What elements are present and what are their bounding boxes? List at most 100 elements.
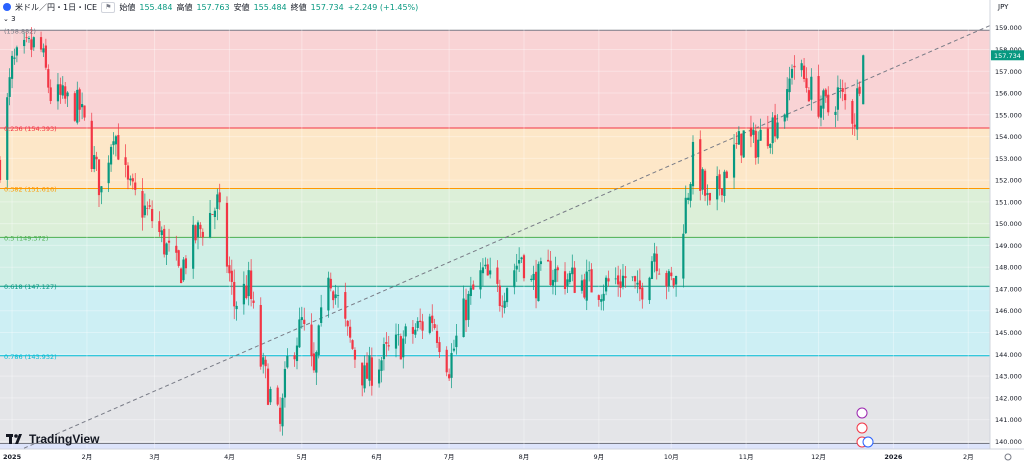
candle-body bbox=[165, 243, 168, 255]
candle-body bbox=[177, 250, 180, 266]
candle-body bbox=[834, 111, 837, 115]
candle-body bbox=[539, 261, 542, 265]
candle-body bbox=[633, 276, 637, 282]
candle-body bbox=[300, 317, 303, 321]
candle-body bbox=[184, 258, 188, 269]
price-tick-label: 142.000 bbox=[995, 394, 1022, 402]
candle-body bbox=[691, 141, 695, 187]
currency-label[interactable]: JPY bbox=[998, 3, 1009, 11]
candle-body bbox=[518, 260, 521, 264]
candle-body bbox=[802, 65, 806, 79]
price-tick-label: 156.000 bbox=[995, 90, 1022, 98]
fib-label: 0.786 (143.932) bbox=[4, 353, 57, 361]
candle-body bbox=[303, 319, 306, 325]
candle-body bbox=[718, 174, 721, 189]
candle-body bbox=[450, 353, 453, 378]
candle-body bbox=[361, 362, 364, 386]
open-label: 始値 bbox=[119, 2, 136, 12]
candle-body bbox=[269, 388, 272, 403]
candle-body bbox=[230, 270, 233, 282]
candle-body bbox=[556, 267, 559, 271]
indicator-count: 3 bbox=[11, 15, 16, 23]
candle-body bbox=[146, 207, 149, 209]
candle-body bbox=[39, 37, 43, 50]
time-tick-label: 12月 bbox=[811, 453, 826, 461]
candle-body bbox=[530, 278, 533, 281]
candle-body bbox=[163, 228, 166, 255]
time-tick-label: 3月 bbox=[149, 453, 160, 461]
candle-body bbox=[199, 224, 202, 230]
price-tick-label: 146.000 bbox=[995, 307, 1022, 315]
candle-body bbox=[435, 330, 439, 343]
candle-body bbox=[699, 139, 702, 191]
candle-body bbox=[411, 327, 415, 334]
candle-body bbox=[588, 270, 591, 272]
candle-body bbox=[839, 88, 842, 89]
candle-body bbox=[573, 267, 576, 293]
price-tick-label: 150.000 bbox=[995, 220, 1022, 228]
candle-body bbox=[479, 270, 482, 290]
candle-body bbox=[537, 263, 540, 302]
candle-body bbox=[723, 171, 726, 196]
candle-body bbox=[851, 100, 854, 124]
candle-body bbox=[754, 130, 757, 158]
candle-body bbox=[394, 334, 398, 349]
candle-body bbox=[481, 267, 485, 274]
candle-body bbox=[312, 353, 316, 371]
candle-body bbox=[484, 264, 487, 267]
candle-body bbox=[740, 133, 743, 156]
fib-labels: (158.882) 0.236 (154.393) 0.382 (151.616) 0… bbox=[4, 27, 57, 360]
candle-body bbox=[776, 122, 779, 139]
candle-body bbox=[452, 348, 456, 351]
candle-body bbox=[298, 319, 301, 348]
candle-body bbox=[766, 128, 769, 147]
price-tick-label: 148.000 bbox=[995, 264, 1022, 272]
candle-body bbox=[61, 85, 64, 96]
candle-body bbox=[708, 192, 712, 201]
candle-body bbox=[725, 171, 728, 179]
last-price-tag bbox=[991, 50, 1024, 61]
candle-body bbox=[771, 117, 774, 144]
candle-body bbox=[100, 186, 103, 193]
high-value: 157.763 bbox=[196, 2, 230, 12]
candle-body bbox=[0, 159, 2, 181]
candle-body bbox=[349, 326, 352, 338]
candle-body bbox=[735, 142, 738, 144]
candle-body bbox=[773, 115, 777, 137]
time-tick-label: 7月 bbox=[444, 453, 455, 461]
candle-body bbox=[621, 275, 625, 287]
candle-body bbox=[549, 260, 552, 285]
candle-body bbox=[293, 355, 296, 360]
candle-body bbox=[469, 287, 472, 296]
candle-body bbox=[397, 334, 400, 336]
candle-body bbox=[844, 94, 847, 101]
candle-body bbox=[419, 320, 422, 323]
symbol-name[interactable]: 米ドル／円・1日・ICE bbox=[15, 2, 98, 12]
flag-button[interactable]: ⚑ bbox=[101, 1, 116, 13]
candle-body bbox=[448, 374, 451, 379]
candle-body bbox=[653, 253, 656, 262]
price-tick-label: 140.000 bbox=[995, 438, 1022, 446]
candle-body bbox=[600, 299, 603, 302]
fib-band bbox=[0, 237, 990, 287]
indicators-toggle[interactable]: ⌄ 3 bbox=[3, 15, 16, 23]
candle-body bbox=[315, 352, 318, 373]
time-tick-label: 2026 bbox=[884, 453, 903, 461]
candle-body bbox=[158, 221, 161, 233]
time-tick-label: 9月 bbox=[594, 453, 605, 461]
candle-body bbox=[353, 349, 357, 360]
candle-body bbox=[216, 194, 219, 209]
candle-body bbox=[329, 278, 332, 289]
brand-name: TradingView bbox=[29, 432, 100, 446]
candle-body bbox=[462, 298, 465, 338]
chevron-down-icon[interactable]: ⌄ bbox=[3, 15, 9, 23]
tradingview-logo-icon[interactable] bbox=[3, 3, 11, 11]
candle-body bbox=[749, 127, 753, 137]
candle-body bbox=[641, 287, 644, 300]
candle-body bbox=[614, 278, 617, 280]
candle-body bbox=[56, 84, 60, 102]
candle-body bbox=[853, 124, 856, 127]
candle-body bbox=[583, 279, 586, 298]
